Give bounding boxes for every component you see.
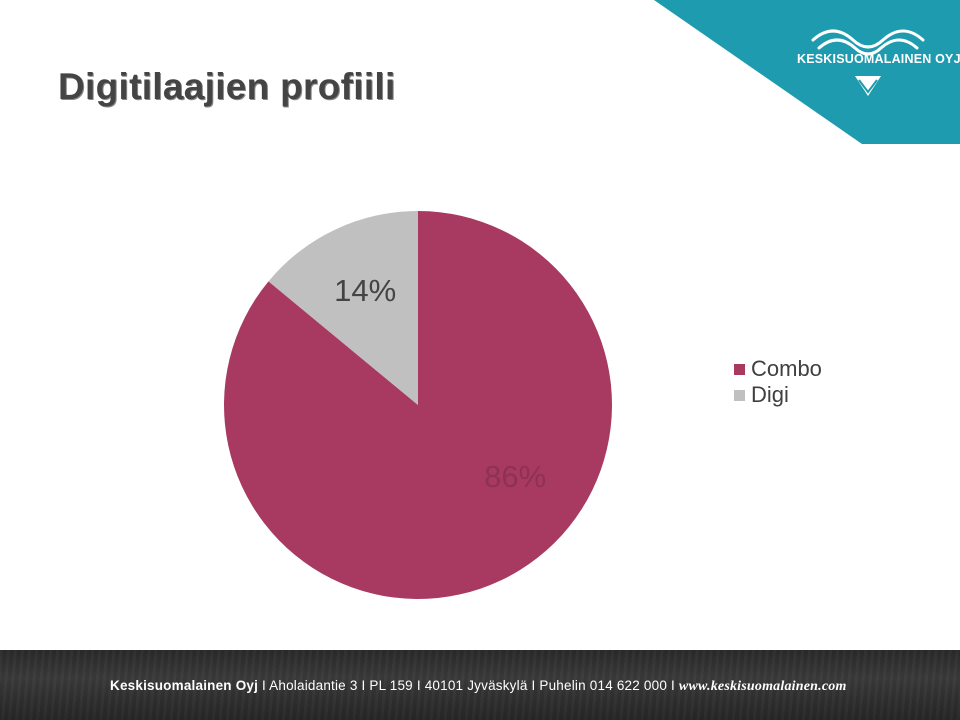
footer-contact-line: Keskisuomalainen Oyj I Aholaidantie 3 I … (110, 678, 847, 695)
footer-website-link[interactable]: www.keskisuomalainen.com (678, 679, 847, 694)
brand-corner-triangle (654, 0, 960, 144)
legend-label-combo: Combo (751, 356, 822, 381)
pie-slice-digi (268, 211, 418, 405)
legend-label-digi: Digi (751, 382, 789, 407)
legend-item-combo: Combo (734, 356, 822, 382)
footer-company: Keskisuomalainen Oyj (110, 678, 259, 693)
legend-swatch-digi (734, 389, 745, 401)
page-title: Digitilaajien profiili (58, 66, 396, 107)
footer-bar: Keskisuomalainen Oyj I Aholaidantie 3 I … (0, 650, 960, 720)
brand-logo-text: KESKISUOMALAINEN OYJ (797, 52, 960, 66)
footer-address: I Aholaidantie 3 I PL 159 I 40101 Jyväsk… (258, 678, 679, 693)
pie-chart: 86% 14% (223, 211, 613, 599)
chart-legend: Combo Digi (734, 356, 822, 408)
legend-item-digi: Digi (734, 382, 822, 408)
legend-swatch-combo (734, 363, 745, 375)
data-label-digi: 14% (334, 273, 396, 308)
wave-crest-logo-icon (811, 29, 925, 96)
data-label-combo: 86% (484, 459, 546, 494)
